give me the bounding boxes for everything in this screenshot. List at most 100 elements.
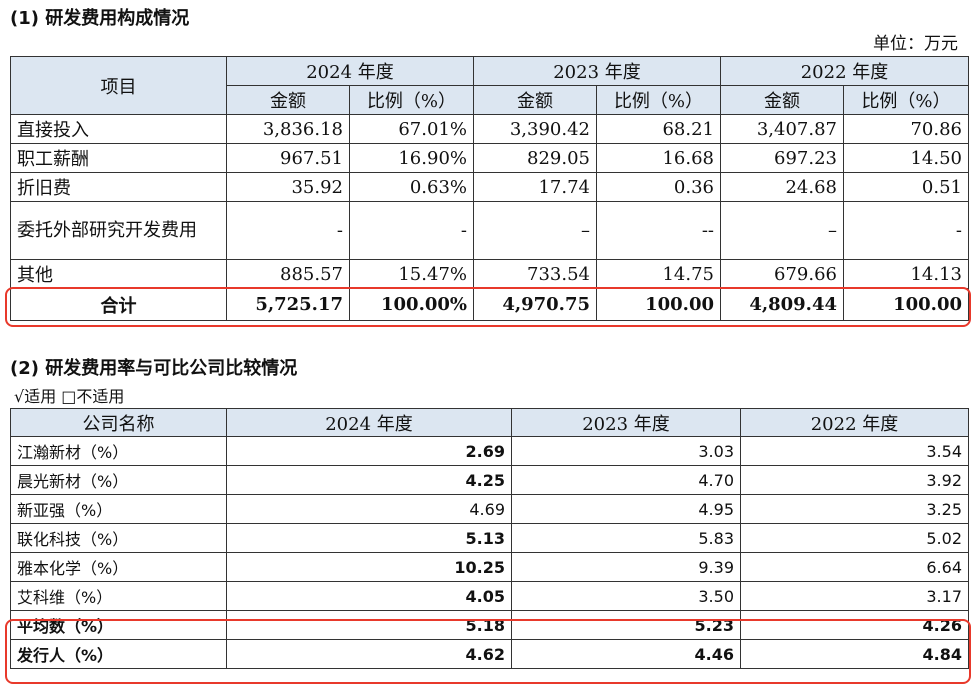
table-row: 折旧费 35.92 0.63% 17.74 0.36 24.68 0.51 bbox=[10, 172, 969, 202]
cell: 14.75 bbox=[596, 259, 721, 289]
cell: 6.64 bbox=[740, 552, 969, 582]
table-row: 其他 885.57 15.47% 733.54 14.75 679.66 14.… bbox=[10, 259, 969, 289]
average-row: 平均数（%） 5.18 5.23 4.26 bbox=[10, 610, 969, 640]
cell: 0.51 bbox=[843, 172, 969, 202]
cell: – bbox=[720, 201, 844, 260]
cell: 3.25 bbox=[740, 494, 969, 524]
cell: 10.25 bbox=[226, 552, 512, 582]
cell: 35.92 bbox=[226, 172, 350, 202]
cell: 4.95 bbox=[511, 494, 741, 524]
table-row: 新亚强（%） 4.69 4.95 3.25 bbox=[10, 494, 969, 524]
total-cell: 100.00 bbox=[843, 288, 969, 321]
company-label: 雅本化学（%） bbox=[10, 552, 227, 582]
table-row: 晨光新材（%） 4.25 4.70 3.92 bbox=[10, 465, 969, 495]
cell: 15.47% bbox=[349, 259, 474, 289]
cell: 3.03 bbox=[511, 436, 741, 466]
cell: 5.83 bbox=[511, 523, 741, 553]
total-row: 合计 5,725.17 100.00% 4,970.75 100.00 4,80… bbox=[10, 288, 969, 321]
average-label: 平均数（%） bbox=[10, 610, 227, 640]
applicability-indicator: √适用 □不适用 bbox=[14, 387, 125, 406]
table-row: 联化科技（%） 5.13 5.83 5.02 bbox=[10, 523, 969, 553]
header-item: 项目 bbox=[10, 56, 227, 115]
header-company: 公司名称 bbox=[10, 408, 227, 437]
total-cell: 100.00% bbox=[349, 288, 474, 321]
header-amount: 金额 bbox=[226, 85, 350, 115]
cell: 829.05 bbox=[473, 143, 597, 173]
cell: 14.13 bbox=[843, 259, 969, 289]
cell: 5.18 bbox=[226, 610, 512, 640]
header-ratio: 比例（%） bbox=[596, 85, 721, 115]
cell: 697.23 bbox=[720, 143, 844, 173]
cell: 679.66 bbox=[720, 259, 844, 289]
cell: 67.01% bbox=[349, 114, 474, 144]
row-label: 折旧费 bbox=[10, 172, 227, 202]
row-label: 职工薪酬 bbox=[10, 143, 227, 173]
table-row: 委托外部研究开发费用 - - – -- – - bbox=[10, 201, 969, 260]
company-label: 艾科维（%） bbox=[10, 581, 227, 611]
total-cell: 4,970.75 bbox=[473, 288, 597, 321]
cell: 3,407.87 bbox=[720, 114, 844, 144]
cell: 9.39 bbox=[511, 552, 741, 582]
cell: 3.54 bbox=[740, 436, 969, 466]
cell: 733.54 bbox=[473, 259, 597, 289]
section2-title: (2) 研发费用率与可比公司比较情况 bbox=[10, 358, 298, 379]
cell: 17.74 bbox=[473, 172, 597, 202]
cell: 68.21 bbox=[596, 114, 721, 144]
cell: 4.69 bbox=[226, 494, 512, 524]
issuer-label: 发行人（%） bbox=[10, 639, 227, 669]
company-label: 新亚强（%） bbox=[10, 494, 227, 524]
total-cell: 100.00 bbox=[596, 288, 721, 321]
cell: 16.90% bbox=[349, 143, 474, 173]
cell: 4.26 bbox=[740, 610, 969, 640]
cell: 70.86 bbox=[843, 114, 969, 144]
company-label: 联化科技（%） bbox=[10, 523, 227, 553]
cell: 4.05 bbox=[226, 581, 512, 611]
table-row: 直接投入 3,836.18 67.01% 3,390.42 68.21 3,40… bbox=[10, 114, 969, 144]
table-row: 雅本化学（%） 10.25 9.39 6.64 bbox=[10, 552, 969, 582]
total-cell: 4,809.44 bbox=[720, 288, 844, 321]
cell: 4.70 bbox=[511, 465, 741, 495]
cell: 0.36 bbox=[596, 172, 721, 202]
cell: 5.02 bbox=[740, 523, 969, 553]
table-row: 职工薪酬 967.51 16.90% 829.05 16.68 697.23 1… bbox=[10, 143, 969, 173]
cell: 16.68 bbox=[596, 143, 721, 173]
cell: 3.17 bbox=[740, 581, 969, 611]
total-label: 合计 bbox=[10, 288, 227, 321]
row-label: 其他 bbox=[10, 259, 227, 289]
header-year-2023: 2023 年度 bbox=[473, 56, 721, 86]
cell: - bbox=[349, 201, 474, 260]
cell: 4.46 bbox=[511, 639, 741, 669]
cell: 0.63% bbox=[349, 172, 474, 202]
rd-expense-composition-table: 项目 2024 年度 2023 年度 2022 年度 金额 比例（%） 金额 比… bbox=[10, 56, 969, 321]
unit-label: 单位：万元 bbox=[873, 34, 958, 54]
cell: 3.50 bbox=[511, 581, 741, 611]
header-year-2022: 2022 年度 bbox=[720, 56, 969, 86]
cell: 5.23 bbox=[511, 610, 741, 640]
cell: 4.25 bbox=[226, 465, 512, 495]
section1-title: (1) 研发费用构成情况 bbox=[10, 8, 190, 29]
cell: - bbox=[226, 201, 350, 260]
header-year-2024: 2024 年度 bbox=[226, 408, 512, 437]
cell: 885.57 bbox=[226, 259, 350, 289]
cell: 4.84 bbox=[740, 639, 969, 669]
cell: 3,836.18 bbox=[226, 114, 350, 144]
cell: -- bbox=[596, 201, 721, 260]
header-amount: 金额 bbox=[720, 85, 844, 115]
company-label: 江瀚新材（%） bbox=[10, 436, 227, 466]
total-cell: 5,725.17 bbox=[226, 288, 350, 321]
table-row: 江瀚新材（%） 2.69 3.03 3.54 bbox=[10, 436, 969, 466]
issuer-row: 发行人（%） 4.62 4.46 4.84 bbox=[10, 639, 969, 669]
cell: 24.68 bbox=[720, 172, 844, 202]
header-ratio: 比例（%） bbox=[349, 85, 474, 115]
header-year-2024: 2024 年度 bbox=[226, 56, 474, 86]
company-label: 晨光新材（%） bbox=[10, 465, 227, 495]
cell: 14.50 bbox=[843, 143, 969, 173]
table-row: 艾科维（%） 4.05 3.50 3.17 bbox=[10, 581, 969, 611]
cell: 3,390.42 bbox=[473, 114, 597, 144]
cell: 967.51 bbox=[226, 143, 350, 173]
cell: - bbox=[843, 201, 969, 260]
header-year-2022: 2022 年度 bbox=[740, 408, 969, 437]
cell: 3.92 bbox=[740, 465, 969, 495]
cell: 2.69 bbox=[226, 436, 512, 466]
cell: – bbox=[473, 201, 597, 260]
